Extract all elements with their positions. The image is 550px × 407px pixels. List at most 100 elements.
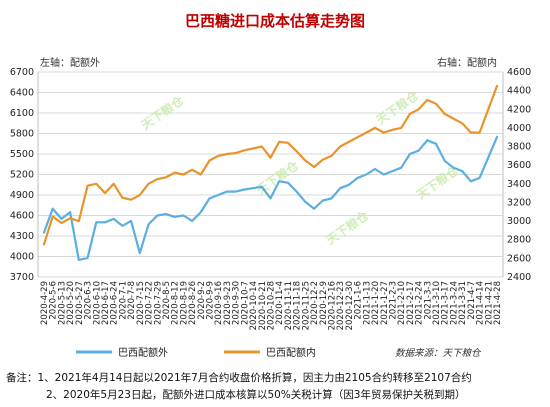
data-point xyxy=(95,182,98,185)
data-point xyxy=(182,214,185,217)
x-tick-label: 2020-7-29 xyxy=(153,281,163,325)
data-point xyxy=(234,190,237,193)
data-point xyxy=(138,194,141,196)
data-point xyxy=(51,207,54,210)
data-point xyxy=(374,168,376,170)
data-point xyxy=(191,168,193,171)
data-point xyxy=(348,183,350,186)
x-tick-label: 2021-3-17 xyxy=(441,281,451,325)
left-axis-label: 左轴：配额外 xyxy=(40,56,100,69)
data-point xyxy=(382,173,385,176)
data-point xyxy=(165,213,167,216)
data-point xyxy=(278,180,281,183)
left-y-tick-label: 6100 xyxy=(10,108,34,119)
right-axis-label: 右轴：配额内 xyxy=(437,56,497,69)
x-tick-label: 2020-11-4 xyxy=(275,281,285,325)
x-tick-label: 2020-10-28 xyxy=(267,281,277,330)
x-tick-label: 2020-12-2 xyxy=(310,281,320,325)
data-point xyxy=(112,182,115,185)
data-point xyxy=(86,256,89,259)
footnote-text-1: 1、2021年4月14日起以2021年7月合约收盘价格折算，因主力由2105合约… xyxy=(37,372,472,384)
data-point xyxy=(182,173,185,176)
data-point xyxy=(95,221,98,224)
footnotes: 备注：1、2021年4月14日起以2021年7月合约收盘价格折算，因主力由210… xyxy=(6,370,546,404)
right-y-tick-label: 4000 xyxy=(507,123,531,134)
data-point xyxy=(469,180,472,183)
data-point xyxy=(191,220,193,222)
data-point xyxy=(60,218,63,220)
left-y-tick-label: 4000 xyxy=(10,252,34,263)
data-point xyxy=(417,108,420,111)
right-y-tick-label: 2800 xyxy=(507,235,531,246)
right-y-tick-label: 3600 xyxy=(507,160,531,171)
data-point xyxy=(260,185,263,188)
left-y-tick-label: 6400 xyxy=(10,88,34,99)
x-tick-label: 2020-5-27 xyxy=(75,281,85,325)
footnote-2: 2、2020年5月23日起，配额外进口成本核算以50%关税计算（因3年贸易保护关… xyxy=(46,389,466,401)
data-point xyxy=(408,113,411,115)
data-point xyxy=(43,231,45,234)
x-tick-label: 2020-7-8 xyxy=(127,281,137,320)
x-tick-label: 2020-6-24 xyxy=(110,281,120,325)
data-point xyxy=(348,140,350,143)
data-point xyxy=(356,177,359,179)
data-point xyxy=(121,196,124,199)
data-point xyxy=(60,222,63,224)
data-point xyxy=(461,122,464,125)
data-point xyxy=(252,147,254,150)
right-y-tick-label: 3800 xyxy=(507,142,531,153)
data-point xyxy=(330,154,333,157)
x-tick-label: 2021-3-10 xyxy=(432,281,442,325)
data-point xyxy=(321,199,324,202)
data-point xyxy=(435,142,437,145)
x-tick-label: 2021-1-6 xyxy=(354,281,364,320)
watermark-text: 天下粮仓 xyxy=(373,87,422,127)
x-tick-label: 2021-2-17 xyxy=(406,281,416,325)
x-tick-label: 2020-5-20 xyxy=(66,281,76,325)
x-tick-label: 2020-7-15 xyxy=(136,281,146,325)
x-tick-label: 2020-8-19 xyxy=(179,281,189,325)
x-tick-label: 2020-10-21 xyxy=(258,281,268,330)
gridlines xyxy=(37,71,504,278)
data-point xyxy=(374,127,376,129)
data-point xyxy=(426,139,429,142)
x-tick-label: 2020-5-6 xyxy=(49,281,59,320)
data-point xyxy=(295,190,298,193)
legend: 巴西配额外 巴西配额内 xyxy=(76,346,316,359)
source-note: 数据来源：天下粮仓 xyxy=(395,347,482,359)
data-point xyxy=(130,198,133,201)
x-tick-label: 2021-1-20 xyxy=(371,281,381,325)
right-y-tick-label: 3000 xyxy=(507,216,531,227)
right-y-tick-label: 2400 xyxy=(507,272,531,283)
right-y-tick-label: 2600 xyxy=(507,253,531,264)
data-point xyxy=(356,136,359,139)
data-point xyxy=(199,173,202,176)
data-point xyxy=(260,145,263,148)
x-tick-label: 2021-4-28 xyxy=(493,281,503,325)
x-tick-label: 2020-9-2 xyxy=(197,281,207,320)
data-point xyxy=(226,153,228,155)
data-point xyxy=(339,145,342,148)
data-point xyxy=(243,188,246,191)
data-point xyxy=(365,173,368,176)
x-tick-label: 2021-1-13 xyxy=(362,281,372,325)
data-point xyxy=(313,166,315,168)
x-tick-label: 2020-9-16 xyxy=(214,281,224,325)
data-point xyxy=(217,154,220,157)
data-point xyxy=(452,117,455,120)
x-tick-label: 2020-11-18 xyxy=(293,281,303,330)
x-tick-label: 2021-3-24 xyxy=(449,281,459,325)
legend-label-right: 巴西配额内 xyxy=(266,346,316,359)
data-point xyxy=(487,156,490,159)
data-point xyxy=(400,127,403,129)
right-y-tick-label: 4600 xyxy=(507,67,531,78)
data-point xyxy=(77,259,80,261)
x-tick-label: 2020-12-23 xyxy=(336,281,346,330)
x-tick-label: 2020-9-23 xyxy=(223,281,233,325)
x-tick-label: 2020-6-3 xyxy=(84,281,94,320)
left-y-tick-label: 5800 xyxy=(10,129,34,140)
data-point xyxy=(382,131,385,134)
data-point xyxy=(69,217,72,220)
